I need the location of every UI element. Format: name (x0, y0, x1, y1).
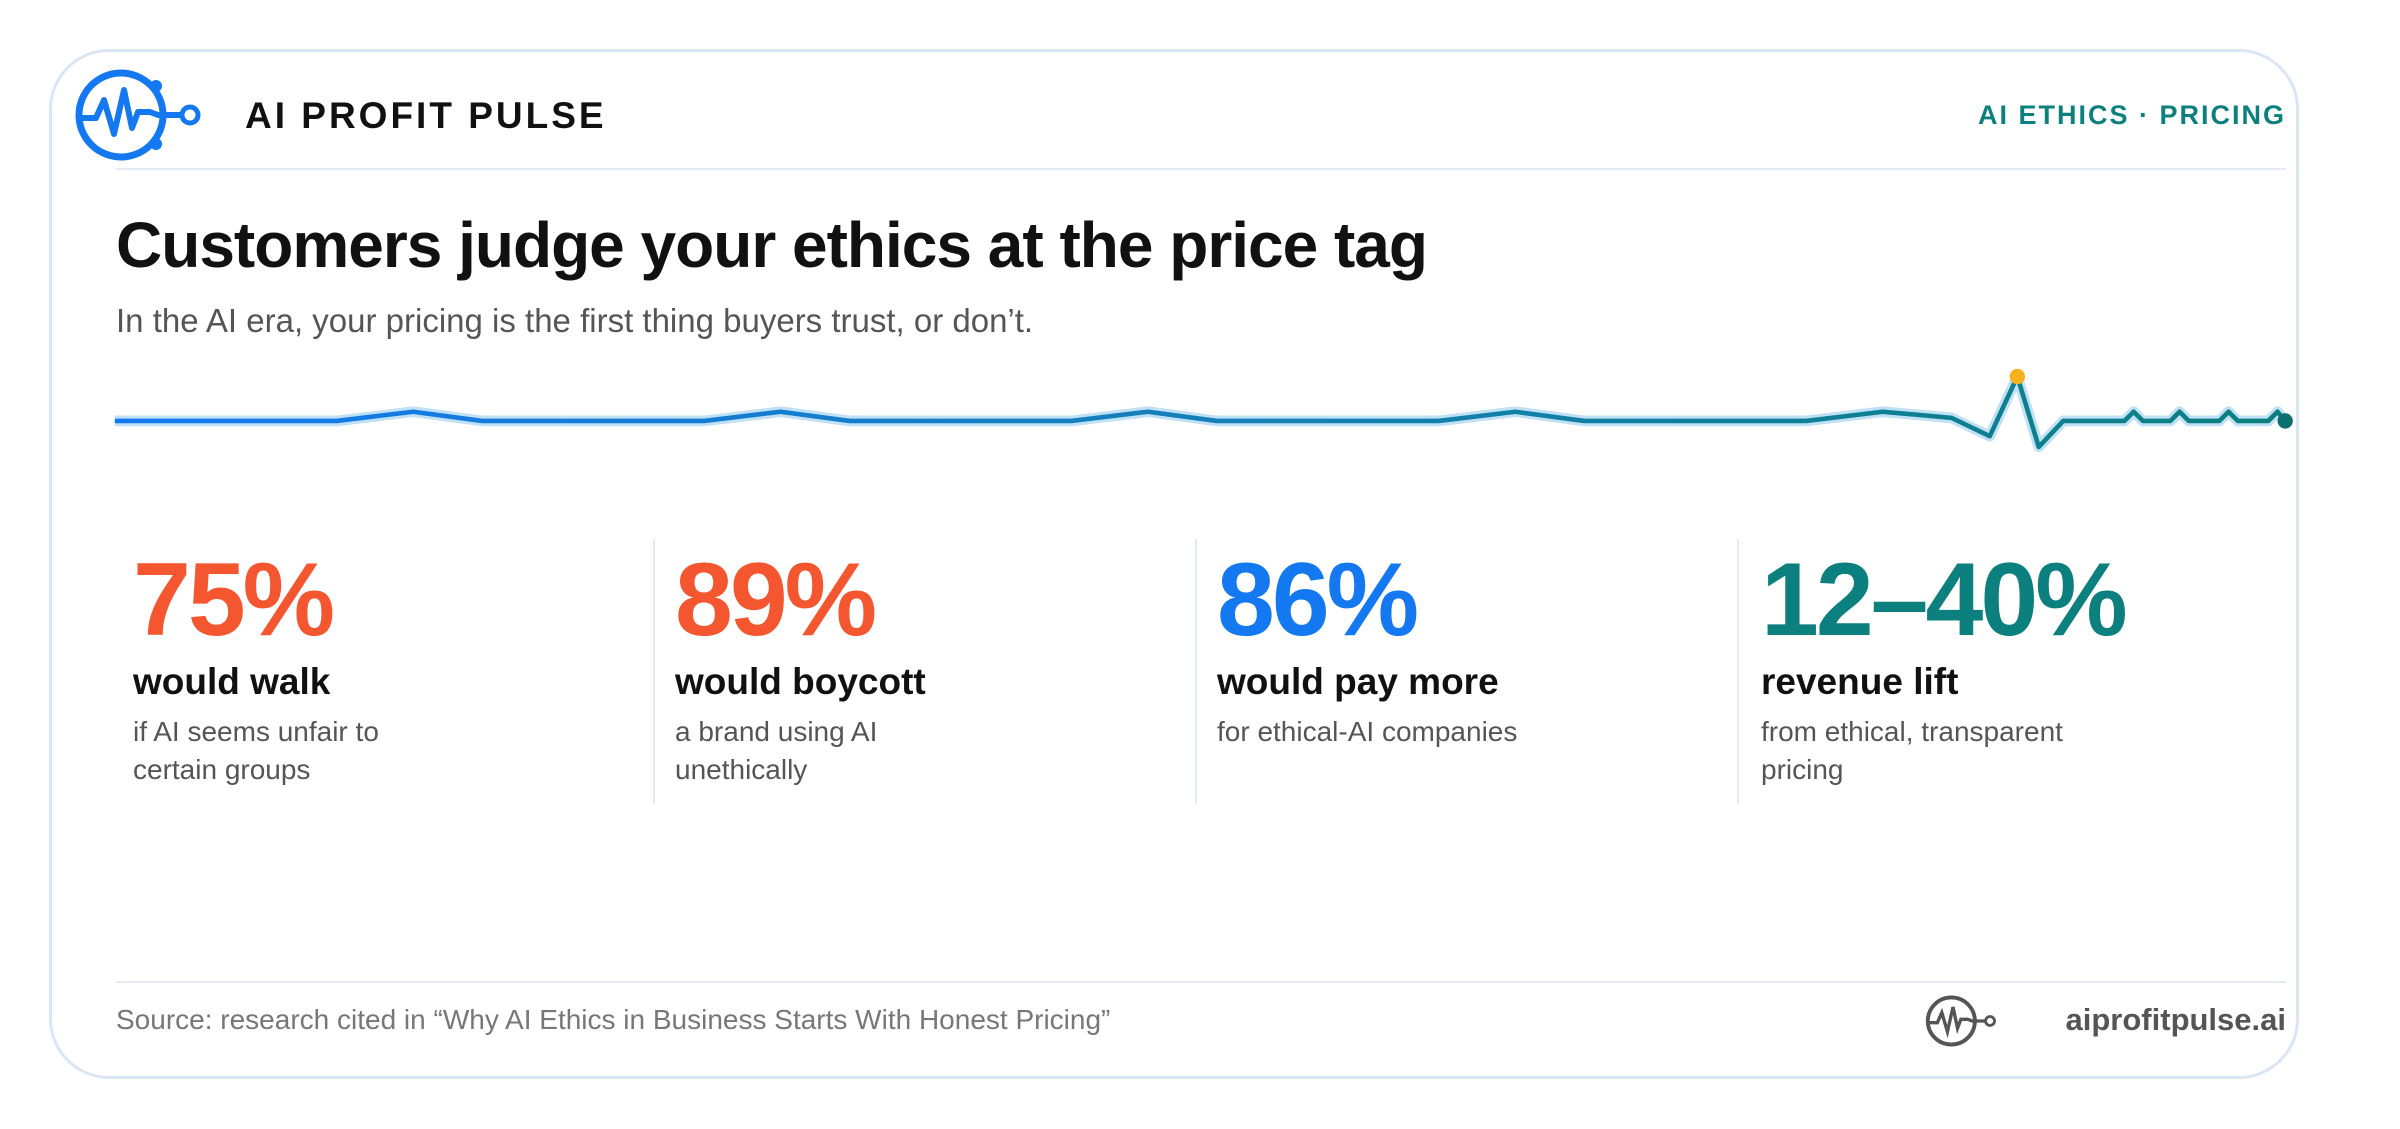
card (49, 49, 2299, 1079)
description-line: unethically (675, 754, 808, 785)
stat-description: for ethical-AI companies (1217, 713, 1737, 751)
domain: aiprofitpulse.ai (2065, 1002, 2286, 1037)
source: Source: research cited in “Why AI Ethics… (116, 1004, 1111, 1035)
stat-value: 86% (1217, 542, 1419, 658)
tag: AI ETHICS · PRICING (1977, 100, 2286, 130)
brand: AI PROFIT PULSE (245, 95, 607, 136)
description-line: from ethical, transparent (1761, 716, 2063, 747)
description-line: certain groups (133, 754, 311, 785)
subtitle: In the AI era, your pricing is the first… (116, 302, 1034, 339)
pulse-line (114, 368, 2293, 453)
description-line: if AI seems unfair to (133, 716, 379, 747)
stat-description: if AI seems unfair to certain groups (133, 713, 653, 789)
description-line: a brand using AI (675, 716, 878, 747)
stat: 89% would boycott a brand using AI unethica… (675, 545, 1195, 789)
divider (1737, 539, 1739, 804)
description-line: pricing (1761, 754, 1844, 785)
footer-logo (1925, 995, 1996, 1047)
title: Customers judge your ethics at the price… (116, 209, 1428, 281)
stat-description: from ethical, transparent pricing (1761, 713, 2281, 789)
logo (75, 69, 201, 161)
divider (116, 981, 2286, 983)
stat-value: 12–40% (1761, 542, 2128, 658)
description-line: for ethical-AI companies (1217, 716, 1518, 747)
stat-value: 89% (675, 542, 877, 658)
stat: 75% would walk if AI seems unfair to certai… (133, 545, 653, 789)
stat-label: revenue lift (1761, 661, 1959, 702)
stat-label: would pay more (1217, 661, 1499, 702)
stat: 12–40% revenue lift from ethical, transpar… (1761, 545, 2281, 789)
divider (116, 168, 2286, 170)
stat-label: would walk (133, 661, 331, 702)
stat: 86% would pay more for ethical-AI companie… (1217, 545, 1737, 751)
divider (1195, 539, 1197, 804)
stat-label: would boycott (675, 661, 926, 702)
stat-description: a brand using AI unethically (675, 713, 1195, 789)
divider (653, 539, 655, 804)
stat-value: 75% (133, 542, 335, 658)
